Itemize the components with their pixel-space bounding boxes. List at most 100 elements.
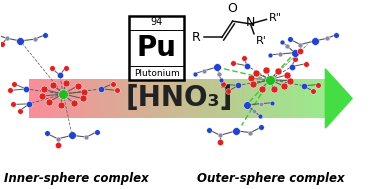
Bar	[296, 79, 297, 118]
Bar	[289, 79, 290, 118]
Text: Pu: Pu	[137, 34, 177, 62]
Text: Outer-sphere complex: Outer-sphere complex	[197, 172, 345, 185]
Bar	[64, 79, 65, 118]
Bar	[275, 79, 276, 118]
Bar	[260, 79, 261, 118]
Bar	[262, 79, 263, 118]
Bar	[54, 79, 55, 118]
Bar	[189, 79, 190, 118]
Bar	[294, 79, 295, 118]
Bar	[243, 79, 244, 118]
Bar	[168, 79, 170, 118]
Bar	[109, 79, 110, 118]
Bar	[37, 79, 38, 118]
Bar	[283, 79, 284, 118]
Bar	[268, 79, 269, 118]
Bar	[244, 79, 245, 118]
Bar	[76, 79, 78, 118]
Bar	[146, 79, 147, 118]
Bar	[131, 79, 132, 118]
Bar	[164, 79, 165, 118]
Bar	[34, 79, 35, 118]
Bar	[324, 79, 326, 118]
Bar	[258, 79, 259, 118]
Bar	[236, 79, 237, 118]
Bar	[92, 79, 93, 118]
Bar	[225, 79, 226, 118]
Bar	[321, 79, 322, 118]
Bar	[73, 79, 74, 118]
Bar	[51, 79, 52, 118]
Bar	[165, 79, 166, 118]
Bar	[128, 79, 129, 118]
Bar	[29, 79, 30, 118]
Bar	[148, 79, 150, 118]
Bar	[182, 79, 183, 118]
Bar	[191, 79, 192, 118]
Bar	[59, 79, 60, 118]
Bar	[267, 79, 268, 118]
Bar	[158, 79, 159, 118]
Bar	[232, 79, 234, 118]
Bar	[197, 79, 198, 118]
Bar	[208, 79, 209, 118]
Bar	[126, 79, 127, 118]
Bar	[160, 79, 162, 118]
Bar	[80, 79, 81, 118]
Bar	[252, 79, 253, 118]
Bar	[318, 79, 320, 118]
Text: R': R'	[256, 36, 267, 46]
Bar	[152, 79, 153, 118]
Bar	[185, 79, 186, 118]
Bar	[249, 79, 250, 118]
Bar	[108, 79, 109, 118]
Bar	[307, 79, 308, 118]
Bar	[276, 79, 277, 118]
Bar	[194, 79, 195, 118]
Bar	[144, 79, 145, 118]
Bar	[310, 79, 312, 118]
Bar	[69, 79, 70, 118]
Bar	[211, 79, 212, 118]
Bar	[234, 79, 236, 118]
Bar	[117, 79, 118, 118]
Bar	[299, 79, 300, 118]
Bar	[210, 79, 211, 118]
Bar	[315, 79, 316, 118]
Bar	[137, 79, 138, 118]
Bar	[30, 79, 31, 118]
Bar	[309, 79, 310, 118]
Bar	[288, 79, 289, 118]
Bar	[122, 79, 123, 118]
Bar	[90, 79, 92, 118]
Bar	[49, 79, 50, 118]
Bar	[123, 79, 124, 118]
Bar	[57, 79, 58, 118]
Bar	[205, 79, 206, 118]
Bar	[264, 79, 265, 118]
Bar	[286, 79, 287, 118]
Bar	[200, 79, 201, 118]
Bar	[214, 79, 215, 118]
Bar	[44, 79, 45, 118]
Bar	[176, 79, 177, 118]
Bar	[187, 79, 188, 118]
Bar	[41, 79, 42, 118]
Bar	[35, 79, 36, 118]
Bar	[102, 79, 103, 118]
Text: R": R"	[269, 13, 282, 23]
Bar	[237, 79, 238, 118]
Bar	[280, 79, 281, 118]
Bar	[265, 79, 266, 118]
Bar	[71, 79, 72, 118]
Bar	[190, 79, 191, 118]
Bar	[245, 79, 246, 118]
Bar	[220, 79, 221, 118]
Bar	[322, 79, 323, 118]
Bar	[113, 79, 114, 118]
Bar	[306, 79, 307, 118]
Bar	[203, 79, 204, 118]
Bar	[295, 79, 296, 118]
Bar	[81, 79, 82, 118]
Bar	[272, 79, 273, 118]
